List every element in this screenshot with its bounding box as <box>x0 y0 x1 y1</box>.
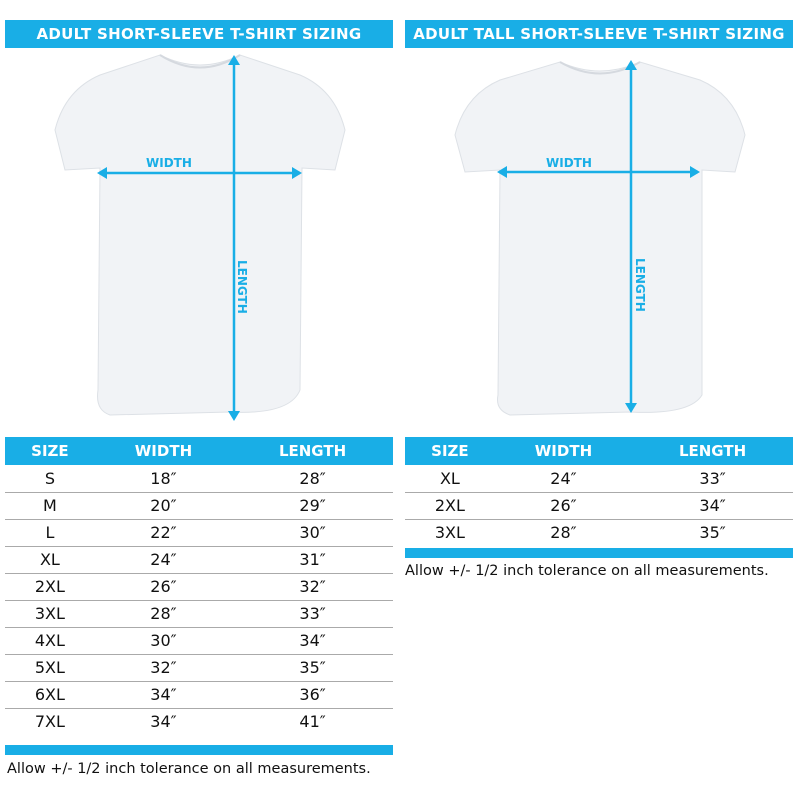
cell-size: 2XL <box>5 573 95 601</box>
cell-size: 3XL <box>434 523 465 543</box>
tshirt-shape <box>54 54 346 416</box>
cell-size: XL <box>5 546 95 574</box>
header-length: LENGTH <box>632 437 793 465</box>
cell-length: 32″ <box>232 573 393 601</box>
table-row: 2XL 26″ 34″ <box>405 492 793 520</box>
right-title: ADULT TALL SHORT-SLEEVE T-SHIRT SIZING <box>405 20 793 48</box>
cell-length: 28″ <box>232 465 393 493</box>
table-row: 6XL 34″ 36″ <box>5 681 393 709</box>
cell-length: 34″ <box>232 627 393 655</box>
cell-size: S <box>5 465 95 493</box>
header-length: LENGTH <box>232 437 393 465</box>
cell-length: 30″ <box>232 519 393 547</box>
left-table-footer-bar <box>5 745 393 755</box>
left-size-table: SIZE WIDTH LENGTH S 18″ 28″ M 20″ 29″ L 22″ 30″ X… <box>5 437 393 735</box>
left-tolerance-note: Allow +/- 1/2 inch tolerance on all meas… <box>7 761 371 777</box>
cell-size: L <box>5 519 95 547</box>
cell-length: 33″ <box>632 465 793 493</box>
length-label: LENGTH <box>633 258 647 312</box>
table-row: 3XL 28″ 35″ <box>405 519 793 546</box>
cell-width: 30″ <box>94 627 233 655</box>
cell-size: 3XL <box>5 600 95 628</box>
header-width: WIDTH <box>94 437 233 465</box>
cell-length: 34″ <box>632 492 793 520</box>
cell-size: 6XL <box>5 681 95 709</box>
cell-width: 26″ <box>494 492 633 520</box>
right-tolerance-note: Allow +/- 1/2 inch tolerance on all meas… <box>405 563 769 579</box>
cell-width: 24″ <box>494 465 633 493</box>
cell-width: 34″ <box>94 681 233 709</box>
header-size: SIZE <box>5 437 95 465</box>
cell-width: 28″ <box>94 600 233 628</box>
cell-length: 41″ <box>299 712 326 732</box>
cell-width: 18″ <box>94 465 233 493</box>
cell-length: 35″ <box>232 654 393 682</box>
right-size-table: SIZE WIDTH LENGTH XL 24″ 33″ 2XL 26″ 34″ 3XL 28… <box>405 437 793 546</box>
cell-size: 5XL <box>5 654 95 682</box>
table-row: M 20″ 29″ <box>5 492 393 520</box>
cell-size: 7XL <box>34 712 65 732</box>
cell-width: 32″ <box>94 654 233 682</box>
tshirt-diagram-left: WIDTH LENGTH <box>54 54 346 421</box>
table-row: XL 24″ 31″ <box>5 546 393 574</box>
header-width: WIDTH <box>494 437 633 465</box>
cell-width: 26″ <box>94 573 233 601</box>
table-row: XL 24″ 33″ <box>405 465 793 493</box>
cell-width: 22″ <box>94 519 233 547</box>
cell-size: XL <box>405 465 495 493</box>
cell-length: 29″ <box>232 492 393 520</box>
cell-size: M <box>5 492 95 520</box>
cell-size: 4XL <box>5 627 95 655</box>
table-row: S 18″ 28″ <box>5 465 393 493</box>
cell-size: 2XL <box>405 492 495 520</box>
cell-length: 36″ <box>232 681 393 709</box>
tshirt-diagram-right: WIDTH LENGTH <box>454 60 746 416</box>
table-row: 4XL 30″ 34″ <box>5 627 393 655</box>
header-size: SIZE <box>405 437 495 465</box>
cell-width: 24″ <box>94 546 233 574</box>
right-table-footer-bar <box>405 548 793 558</box>
cell-width: 28″ <box>550 523 577 543</box>
left-title: ADULT SHORT-SLEEVE T-SHIRT SIZING <box>5 20 393 48</box>
cell-width: 34″ <box>150 712 177 732</box>
cell-length: 31″ <box>232 546 393 574</box>
width-label: WIDTH <box>546 156 592 170</box>
table-row: 3XL 28″ 33″ <box>5 600 393 628</box>
cell-width: 20″ <box>94 492 233 520</box>
table-row: 2XL 26″ 32″ <box>5 573 393 601</box>
table-row: 7XL 34″ 41″ <box>5 708 393 735</box>
cell-length: 33″ <box>232 600 393 628</box>
width-label: WIDTH <box>146 156 192 170</box>
tshirt-shape <box>454 61 746 416</box>
length-label: LENGTH <box>235 260 249 314</box>
table-row: L 22″ 30″ <box>5 519 393 547</box>
cell-length: 35″ <box>699 523 726 543</box>
table-row: 5XL 32″ 35″ <box>5 654 393 682</box>
